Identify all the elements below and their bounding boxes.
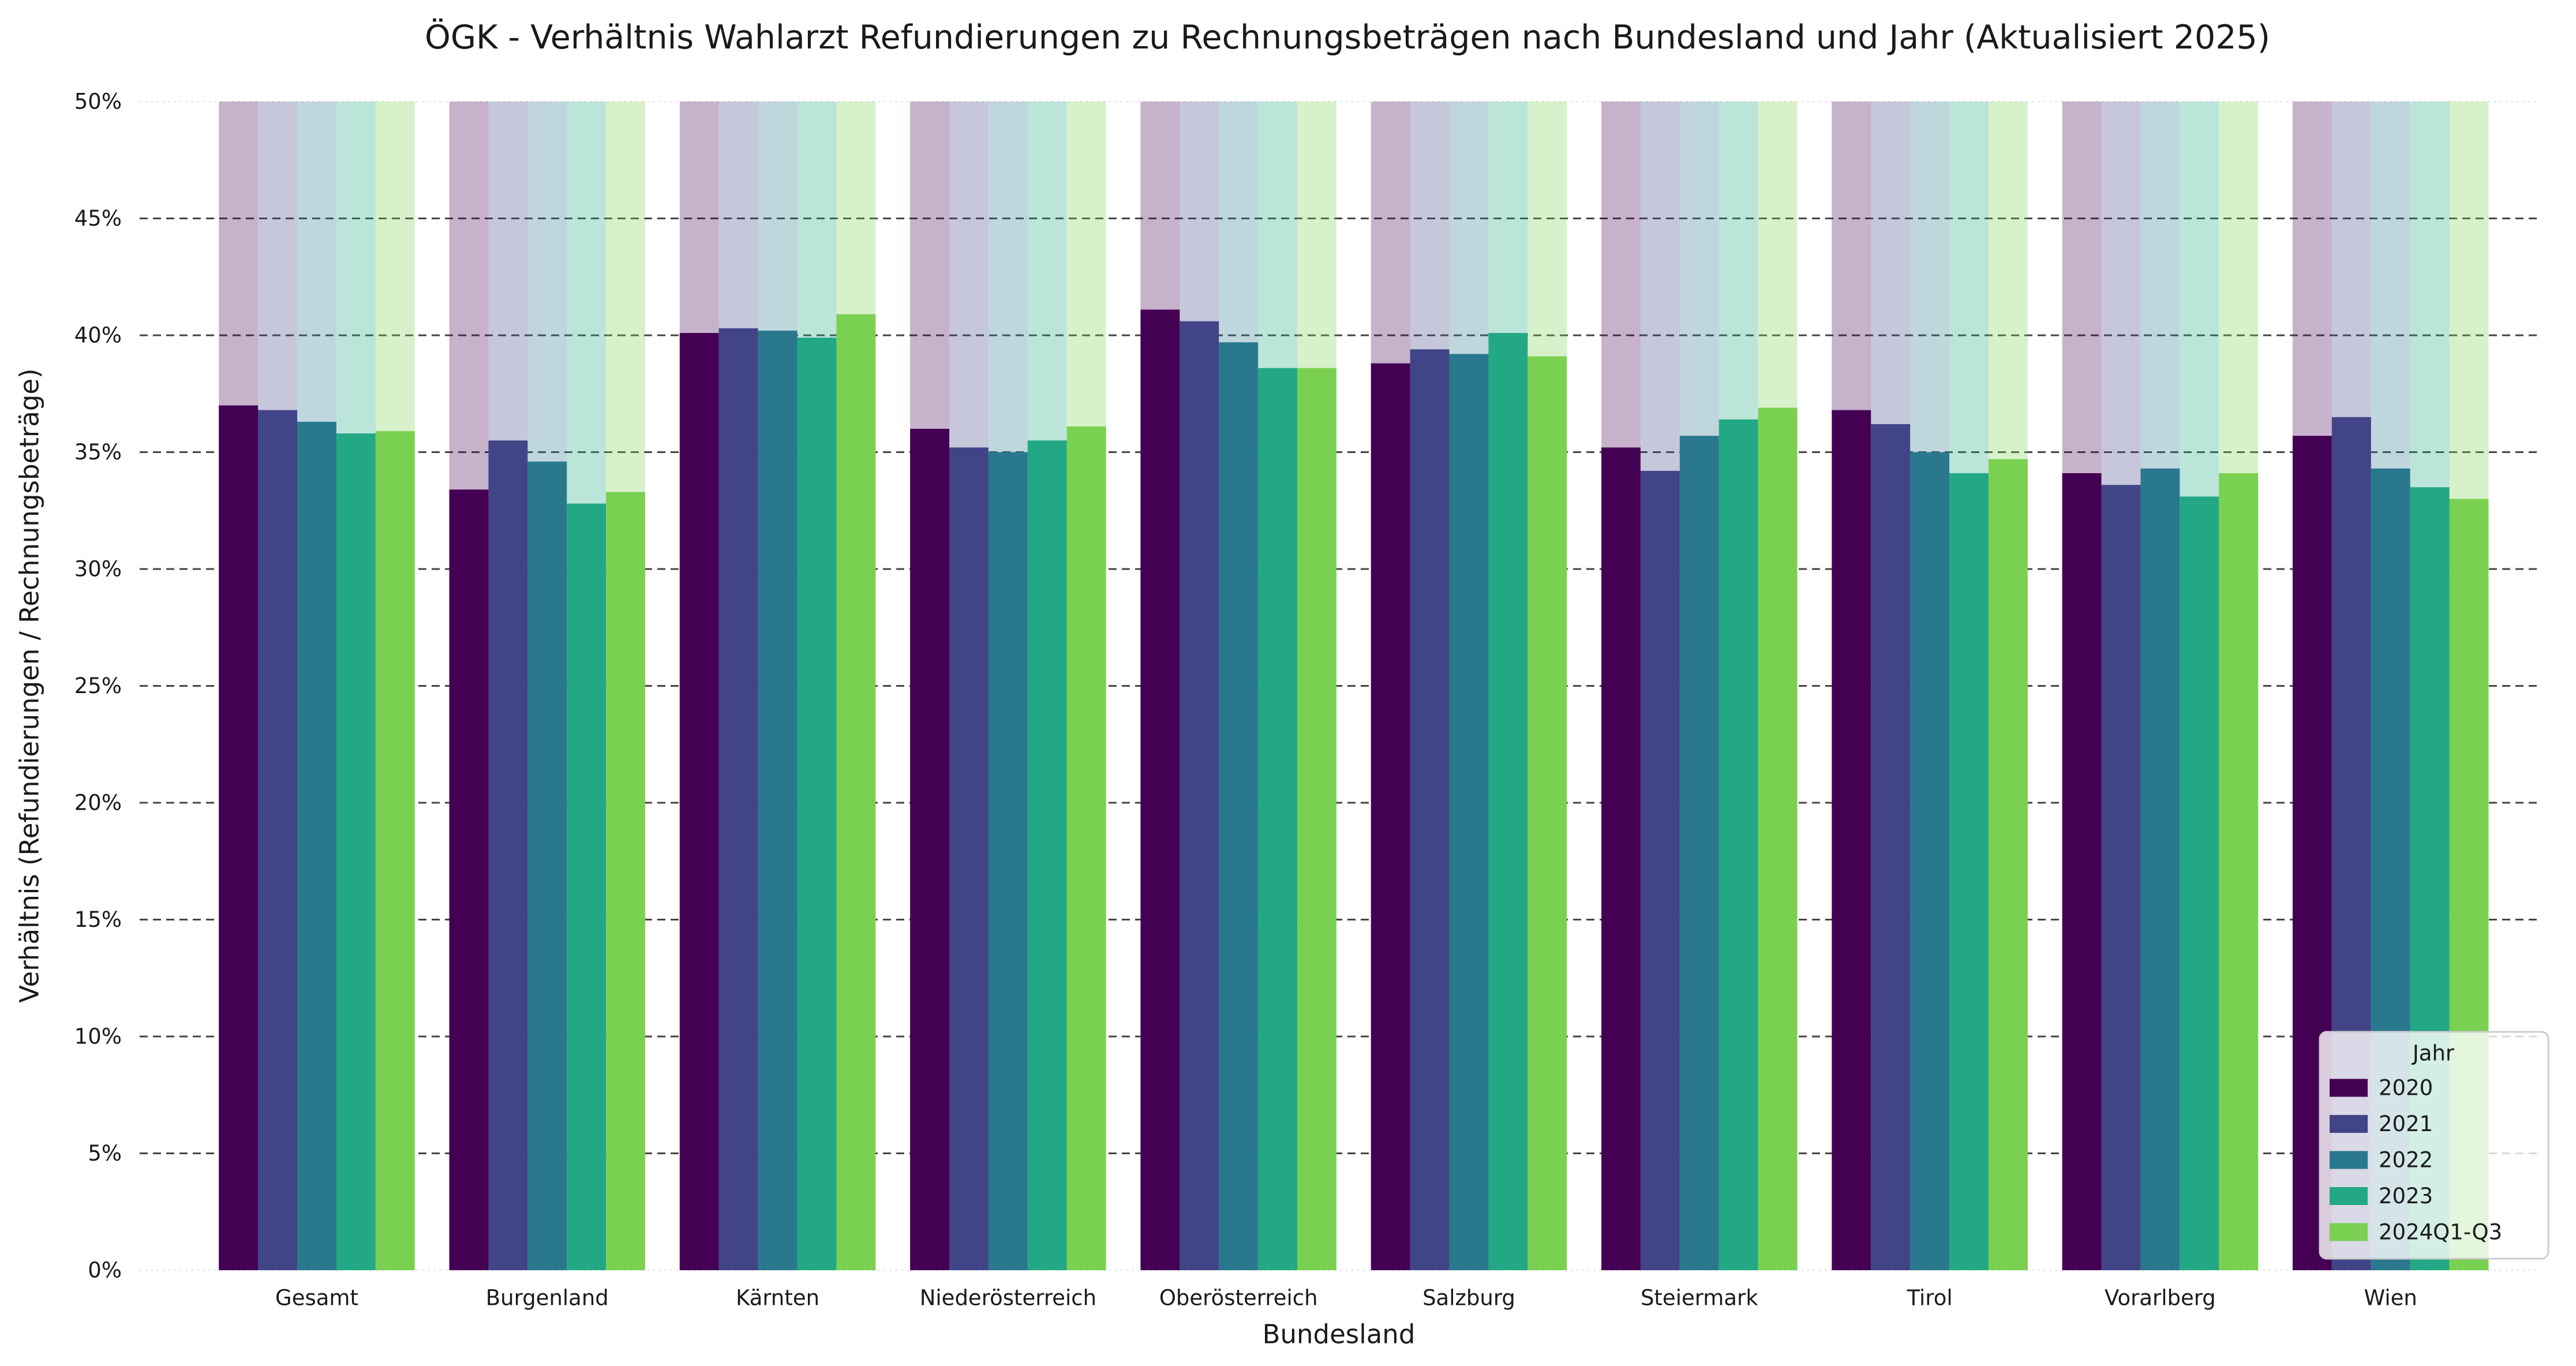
legend-label: 2020 <box>2379 1076 2433 1101</box>
bar <box>679 332 719 1271</box>
data-bars <box>219 309 2489 1271</box>
bar <box>2180 496 2219 1271</box>
bar <box>1410 349 1450 1270</box>
x-tick-label: Niederösterreich <box>920 1286 1096 1311</box>
bar <box>836 314 876 1270</box>
y-tick-label: 40% <box>74 323 122 348</box>
bar <box>758 330 797 1270</box>
chart-title: ÖGK - Verhältnis Wahlarzt Refundierungen… <box>425 18 2270 57</box>
legend-swatch <box>2330 1187 2368 1205</box>
bar <box>1832 410 1871 1270</box>
bar <box>1988 459 2028 1270</box>
legend-swatch <box>2330 1115 2368 1133</box>
bar <box>2062 473 2102 1271</box>
y-tick-label: 20% <box>74 791 122 815</box>
bar <box>1297 368 1336 1271</box>
legend-label: 2024Q1-Q3 <box>2379 1220 2502 1245</box>
bar <box>949 447 989 1270</box>
legend-label: 2023 <box>2379 1184 2433 1208</box>
bar <box>1066 426 1106 1271</box>
legend-label: 2022 <box>2379 1148 2433 1173</box>
bar <box>1371 363 1410 1270</box>
bar <box>718 328 758 1270</box>
bar <box>258 410 298 1270</box>
bar <box>336 433 376 1270</box>
bar <box>797 338 837 1270</box>
bar <box>1871 424 1911 1270</box>
x-tick-label: Steiermark <box>1641 1286 1758 1311</box>
bar <box>1601 447 1641 1270</box>
bar <box>1758 407 1798 1270</box>
bar <box>219 405 259 1270</box>
y-tick-label: 50% <box>74 89 122 114</box>
bar <box>1449 354 1489 1270</box>
bar <box>1027 440 1067 1270</box>
y-tick-label: 45% <box>74 206 122 231</box>
bar <box>375 431 415 1270</box>
legend-swatch <box>2330 1223 2368 1241</box>
y-tick-label: 35% <box>74 440 122 465</box>
x-tick-label: Gesamt <box>275 1286 358 1311</box>
bar <box>1718 419 1758 1270</box>
y-axis-label: Verhältnis (Refundierungen / Rechnungsbe… <box>14 368 45 1002</box>
y-axis-ticks: 0% 5% 10% 15% 20% 25% 30% 35% 40% 45% 50% <box>74 89 122 1283</box>
bar <box>488 440 528 1270</box>
bar <box>1949 473 1989 1271</box>
legend: Jahr 2020 2021 2022 2023 2024Q1-Q3 <box>2319 1031 2549 1260</box>
x-axis-ticks: Gesamt Burgenland Kärnten Niederösterreich O… <box>275 1286 2417 1311</box>
legend-box <box>2319 1031 2549 1260</box>
x-tick-label: Vorarlberg <box>2105 1286 2216 1311</box>
x-tick-label: Oberösterreich <box>1159 1286 1318 1311</box>
bar <box>567 503 606 1270</box>
bar <box>1258 368 1298 1271</box>
bar <box>1527 356 1567 1271</box>
bar <box>2219 473 2259 1271</box>
bar <box>1910 452 1950 1270</box>
legend-items: 2020 2021 2022 2023 2024Q1-Q3 <box>2330 1076 2502 1245</box>
x-tick-label: Salzburg <box>1422 1286 1515 1311</box>
y-tick-label: 5% <box>88 1141 122 1166</box>
y-tick-label: 15% <box>74 907 122 932</box>
bar <box>1180 321 1219 1271</box>
legend-label: 2021 <box>2379 1111 2433 1136</box>
x-tick-label: Tirol <box>1907 1286 1953 1311</box>
legend-swatch <box>2330 1151 2368 1169</box>
x-tick-label: Burgenland <box>486 1286 609 1311</box>
bar <box>1679 436 1719 1270</box>
y-tick-label: 0% <box>88 1258 122 1283</box>
bar <box>606 492 646 1270</box>
bar <box>527 461 567 1271</box>
bar <box>1640 470 1680 1270</box>
bar <box>1488 332 1528 1271</box>
bar <box>449 489 489 1270</box>
bar <box>988 452 1028 1270</box>
x-axis-label: Bundesland <box>1263 1319 1416 1350</box>
bar <box>1140 309 1180 1271</box>
y-tick-label: 10% <box>74 1024 122 1049</box>
legend-title: Jahr <box>2412 1041 2455 1066</box>
y-tick-label: 30% <box>74 557 122 582</box>
x-tick-label: Kärnten <box>736 1286 819 1311</box>
bar <box>2140 468 2180 1270</box>
bar <box>1219 342 1259 1270</box>
bar <box>2101 485 2141 1271</box>
x-tick-label: Wien <box>2364 1286 2417 1311</box>
legend-swatch <box>2330 1079 2368 1097</box>
y-tick-label: 25% <box>74 673 122 698</box>
bar <box>910 429 950 1270</box>
bar <box>297 421 336 1270</box>
